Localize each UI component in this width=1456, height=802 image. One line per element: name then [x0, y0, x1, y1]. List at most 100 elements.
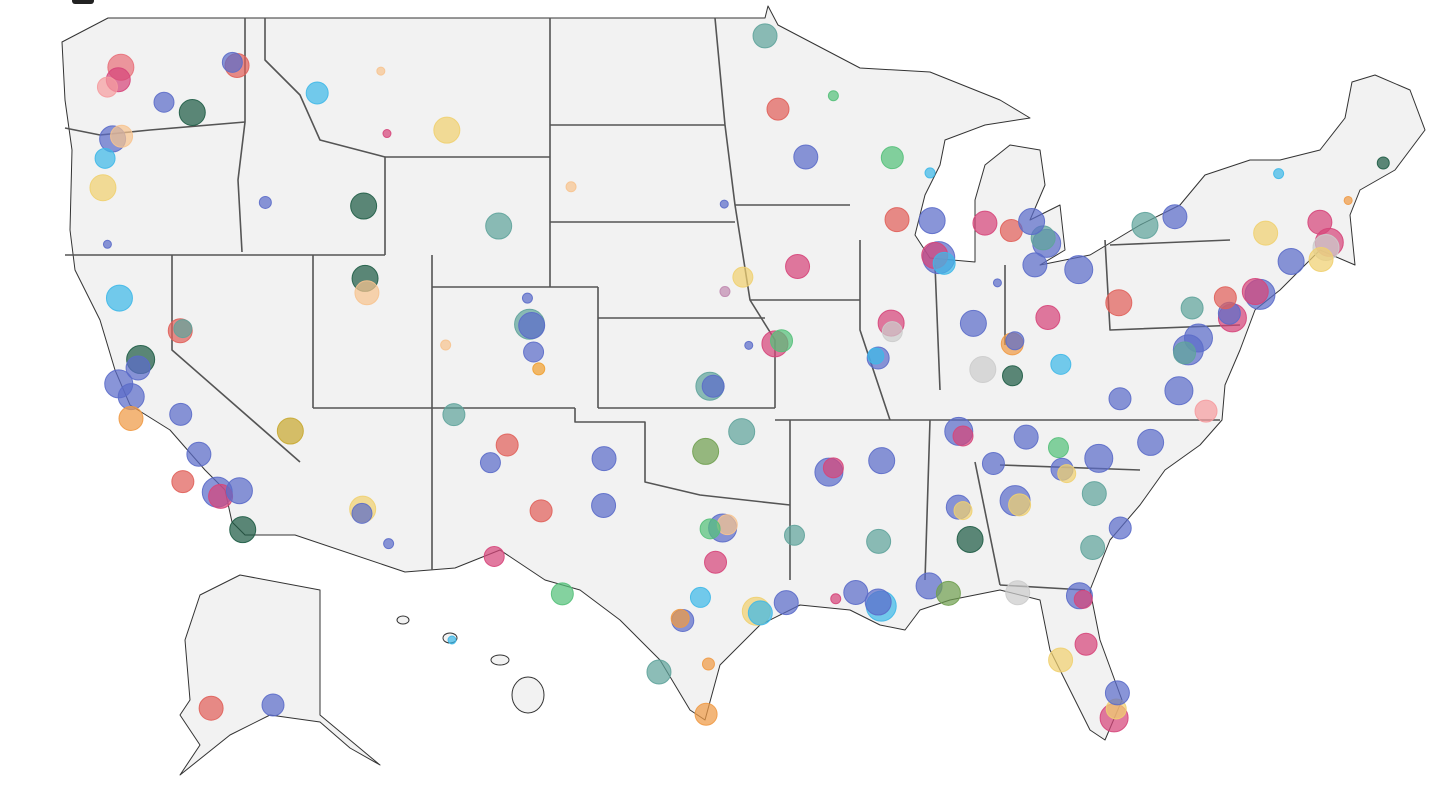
bubble	[1164, 376, 1194, 406]
bubble	[959, 309, 987, 337]
bubble	[880, 146, 904, 170]
state-border	[574, 408, 791, 506]
bubble	[529, 499, 553, 523]
bubble	[1018, 208, 1046, 236]
bubble	[1081, 481, 1107, 507]
bubble	[118, 405, 144, 431]
bubble	[770, 329, 794, 353]
bubble	[744, 340, 754, 350]
hawaii-island	[396, 615, 410, 625]
bubble	[565, 181, 577, 193]
bubble	[198, 695, 224, 721]
bubble	[1064, 255, 1094, 285]
bubble	[952, 425, 974, 447]
bubble	[1241, 278, 1269, 306]
bubble	[382, 129, 392, 139]
bubble	[1376, 156, 1390, 170]
corner-button[interactable]	[72, 0, 94, 4]
bubble	[153, 91, 175, 113]
bubble	[117, 383, 145, 411]
bubble	[868, 447, 896, 475]
state-border	[924, 419, 931, 581]
state-border	[171, 255, 301, 463]
bubble	[1173, 341, 1197, 365]
bubble	[1105, 289, 1133, 317]
bubble	[785, 253, 811, 279]
bubble	[1253, 220, 1279, 246]
bubble	[483, 545, 505, 567]
bubble	[830, 593, 842, 605]
bubble	[261, 693, 285, 717]
bubble	[229, 516, 257, 544]
bubble	[701, 374, 725, 398]
bubble	[276, 417, 304, 445]
bubble	[221, 51, 243, 73]
bubble	[704, 550, 728, 574]
bubble	[773, 590, 799, 616]
bubble	[518, 312, 546, 340]
bubble	[1048, 647, 1074, 673]
bubble	[173, 319, 193, 339]
state-border	[264, 18, 386, 255]
bubble	[670, 608, 690, 628]
bubble	[110, 124, 134, 148]
bubble	[843, 580, 869, 606]
bubble	[866, 528, 892, 554]
bubble	[125, 355, 151, 381]
bubble	[178, 98, 206, 126]
bubble	[969, 355, 997, 383]
bubble	[981, 452, 1005, 476]
bubble	[1180, 296, 1204, 320]
bubble	[1108, 387, 1132, 411]
bubble	[972, 210, 998, 236]
bubble	[716, 514, 738, 536]
state-border	[859, 240, 891, 421]
bubble	[376, 66, 386, 76]
bubbles	[89, 23, 1390, 733]
bubble	[935, 580, 961, 606]
hawaii-island	[490, 654, 510, 666]
bubble	[992, 278, 1002, 288]
bubble	[1073, 589, 1093, 609]
bubble	[747, 600, 773, 626]
bubble	[1005, 331, 1025, 351]
state-border	[934, 264, 941, 391]
bubble	[550, 582, 574, 606]
state-border	[974, 461, 1001, 586]
bubble	[932, 251, 956, 275]
bubble	[924, 167, 936, 179]
bubble	[728, 418, 756, 446]
bubble	[881, 321, 903, 343]
bubble	[442, 403, 466, 427]
bubble	[1005, 580, 1031, 606]
bubble	[692, 437, 720, 465]
bubble	[918, 207, 946, 235]
bubble	[1343, 195, 1353, 205]
state-border	[1109, 239, 1231, 246]
bubble	[884, 207, 910, 233]
bubble	[383, 538, 395, 550]
bubble	[485, 212, 513, 240]
bubble	[719, 286, 731, 298]
bubble	[532, 362, 546, 376]
bubble	[1047, 437, 1069, 459]
bubble	[864, 588, 892, 616]
bubble	[1108, 516, 1132, 540]
bubble	[1084, 443, 1114, 473]
bubble	[752, 23, 778, 49]
bubble	[1277, 247, 1305, 275]
bubble	[1050, 353, 1072, 375]
bubble	[827, 90, 839, 102]
bubble	[447, 635, 457, 645]
bubble	[699, 518, 721, 540]
bubble	[186, 441, 212, 467]
bubble	[766, 97, 790, 121]
bubble	[225, 477, 253, 505]
bubble	[354, 280, 380, 306]
bubble	[1008, 493, 1032, 517]
bubble	[1131, 211, 1159, 239]
bubble	[102, 239, 112, 249]
bubble	[867, 347, 885, 365]
bubble	[1080, 535, 1106, 561]
